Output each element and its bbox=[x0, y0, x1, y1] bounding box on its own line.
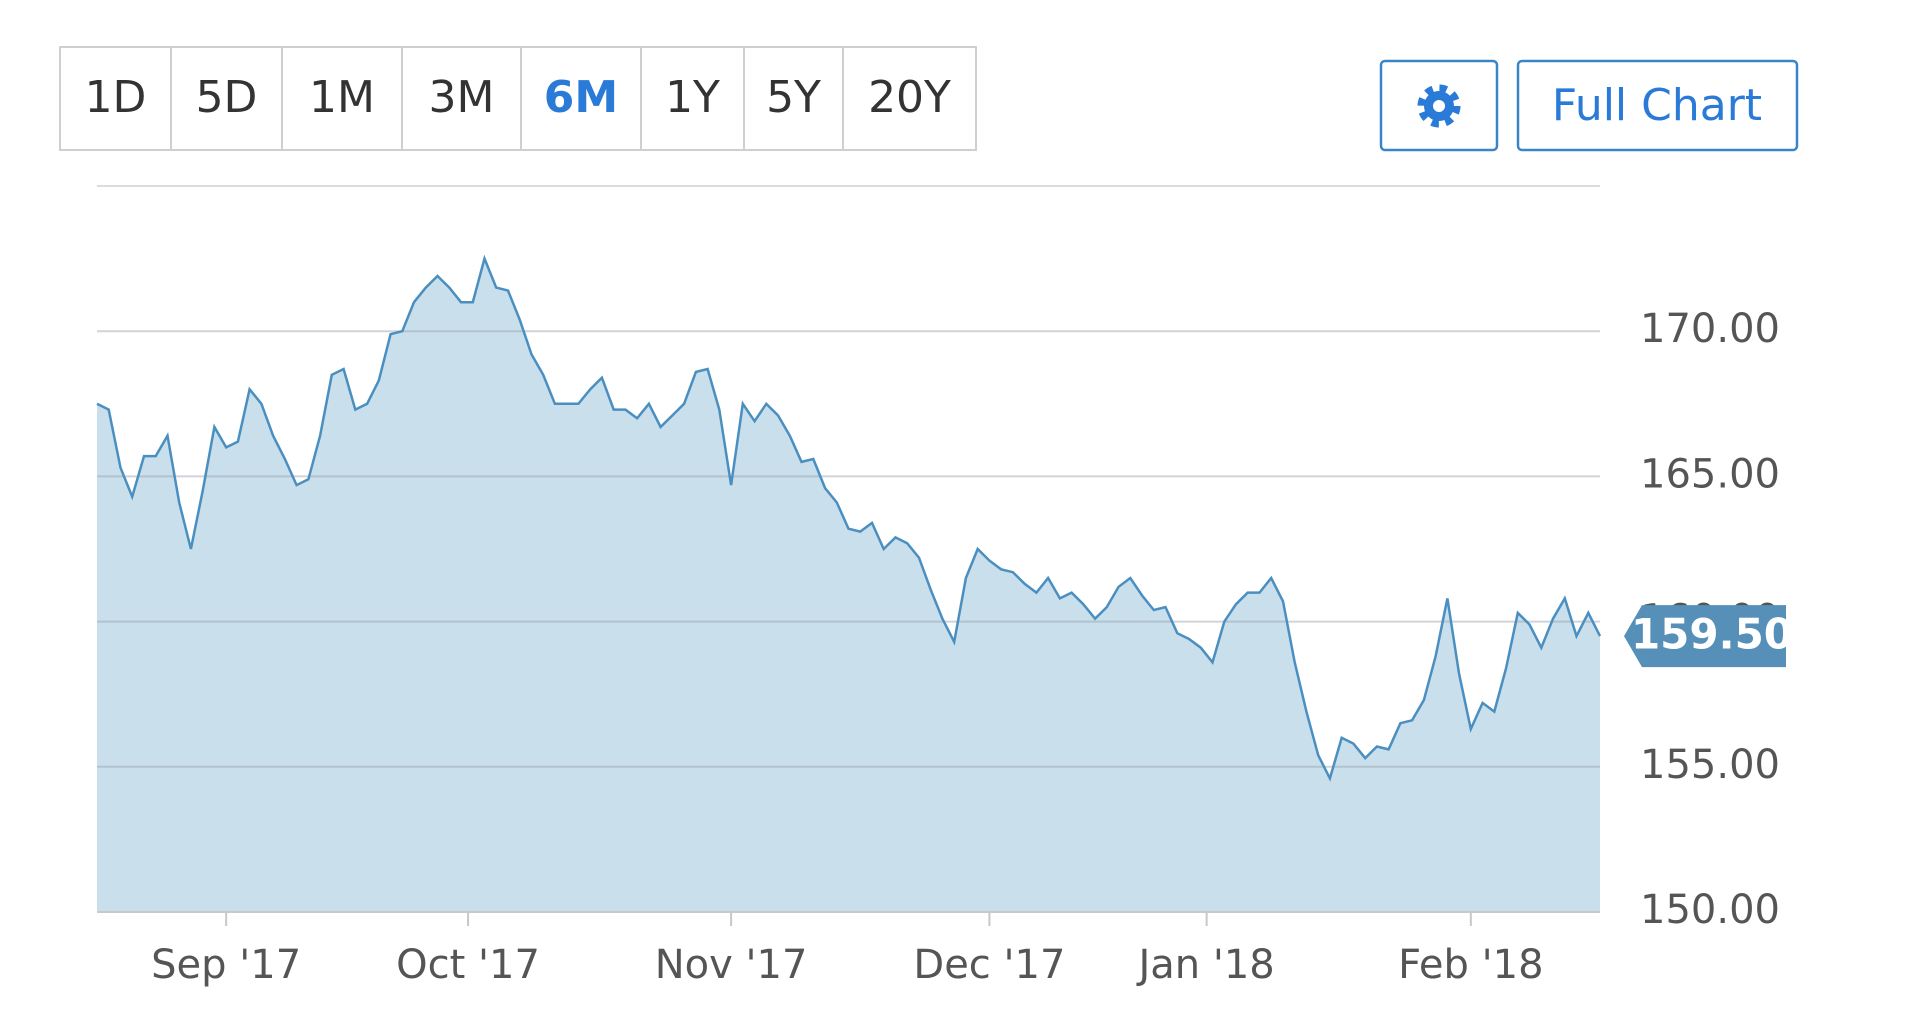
range-button[interactable] bbox=[842, 46, 977, 151]
range-button[interactable] bbox=[640, 46, 745, 151]
full-chart-label: Full Chart bbox=[1552, 80, 1762, 131]
range-button-label: 1M bbox=[309, 72, 375, 123]
y-tick-label: 150.00 bbox=[1640, 887, 1780, 933]
range-button[interactable] bbox=[743, 46, 844, 151]
y-tick-label: 155.00 bbox=[1640, 742, 1780, 788]
x-tick-label: Nov '17 bbox=[655, 942, 808, 988]
current-value-label: 159.50 bbox=[1631, 610, 1793, 659]
range-button[interactable] bbox=[520, 46, 642, 151]
y-tick-label: 170.00 bbox=[1640, 306, 1780, 352]
y-tick-label: 165.00 bbox=[1640, 451, 1780, 497]
range-button-label: 20Y bbox=[868, 72, 951, 123]
area-fill bbox=[97, 258, 1600, 913]
range-button[interactable] bbox=[170, 46, 283, 151]
gear-icon bbox=[1417, 84, 1461, 128]
full-chart-button[interactable] bbox=[1516, 59, 1799, 152]
range-button[interactable] bbox=[281, 46, 403, 151]
x-tick-label: Dec '17 bbox=[913, 942, 1065, 988]
x-tick-label: Oct '17 bbox=[396, 942, 540, 988]
current-value-badge bbox=[1624, 605, 1786, 668]
x-tick-label: Feb '18 bbox=[1398, 942, 1543, 988]
range-button-label: 1Y bbox=[665, 72, 720, 123]
range-button-label: 5Y bbox=[766, 72, 821, 123]
x-tick-label: Sep '17 bbox=[151, 942, 301, 988]
range-buttons: 1D 5D 1M 3M 6M 1Y 5Y 20Y bbox=[59, 46, 977, 151]
range-button-label: 3M bbox=[429, 72, 495, 123]
price-line bbox=[96, 254, 1602, 782]
range-button-label: 6M bbox=[544, 72, 618, 123]
range-button[interactable] bbox=[59, 46, 172, 151]
x-tick-label: Jan '18 bbox=[1135, 942, 1274, 988]
range-button-label: 5D bbox=[196, 72, 258, 123]
range-button-label: 1D bbox=[85, 72, 147, 123]
